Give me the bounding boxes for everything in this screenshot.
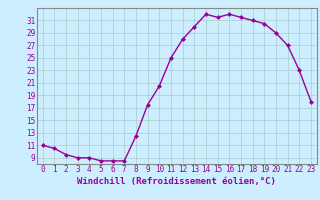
X-axis label: Windchill (Refroidissement éolien,°C): Windchill (Refroidissement éolien,°C) bbox=[77, 177, 276, 186]
